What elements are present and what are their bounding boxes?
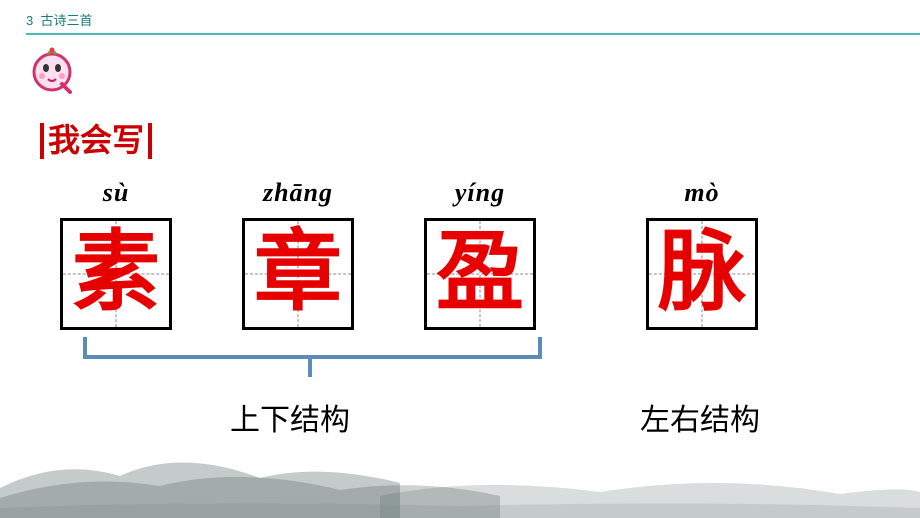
- chinese-character: 脉: [649, 221, 755, 327]
- q-mascot-icon: [30, 46, 74, 99]
- char-item-3: mò 脉: [646, 178, 758, 330]
- pinyin-label: zhāng: [263, 178, 333, 208]
- structure-label-left-right: 左右结构: [640, 395, 760, 439]
- chinese-character: 素: [63, 221, 169, 327]
- pinyin-label: sù: [103, 178, 130, 208]
- structure-label-top-bottom: 上下结构: [230, 395, 350, 439]
- pinyin-label: mò: [684, 178, 719, 208]
- lesson-title: 古诗三首: [40, 13, 92, 28]
- section-title: 我会写: [40, 115, 152, 165]
- character-row: sù 素 zhāng 章 yíng 盈 mò 脉: [60, 178, 880, 330]
- tianzige-grid: 脉: [646, 218, 758, 330]
- title-bar-right: [148, 123, 152, 159]
- pinyin-label: yíng: [455, 178, 505, 208]
- header-divider: [26, 33, 920, 35]
- char-item-1: zhāng 章: [242, 178, 354, 330]
- lesson-header: 3 古诗三首: [0, 0, 920, 39]
- mountain-background: [0, 428, 920, 518]
- char-item-0: sù 素: [60, 178, 172, 330]
- tianzige-grid: 素: [60, 218, 172, 330]
- char-item-2: yíng 盈: [424, 178, 536, 330]
- grouping-bracket: [80, 332, 550, 392]
- chinese-character: 盈: [427, 221, 533, 327]
- section-title-text: 我会写: [48, 122, 144, 158]
- title-bar-left: [40, 123, 44, 159]
- lesson-number: 3: [26, 13, 33, 28]
- tianzige-grid: 章: [242, 218, 354, 330]
- tianzige-grid: 盈: [424, 218, 536, 330]
- chinese-character: 章: [245, 221, 351, 327]
